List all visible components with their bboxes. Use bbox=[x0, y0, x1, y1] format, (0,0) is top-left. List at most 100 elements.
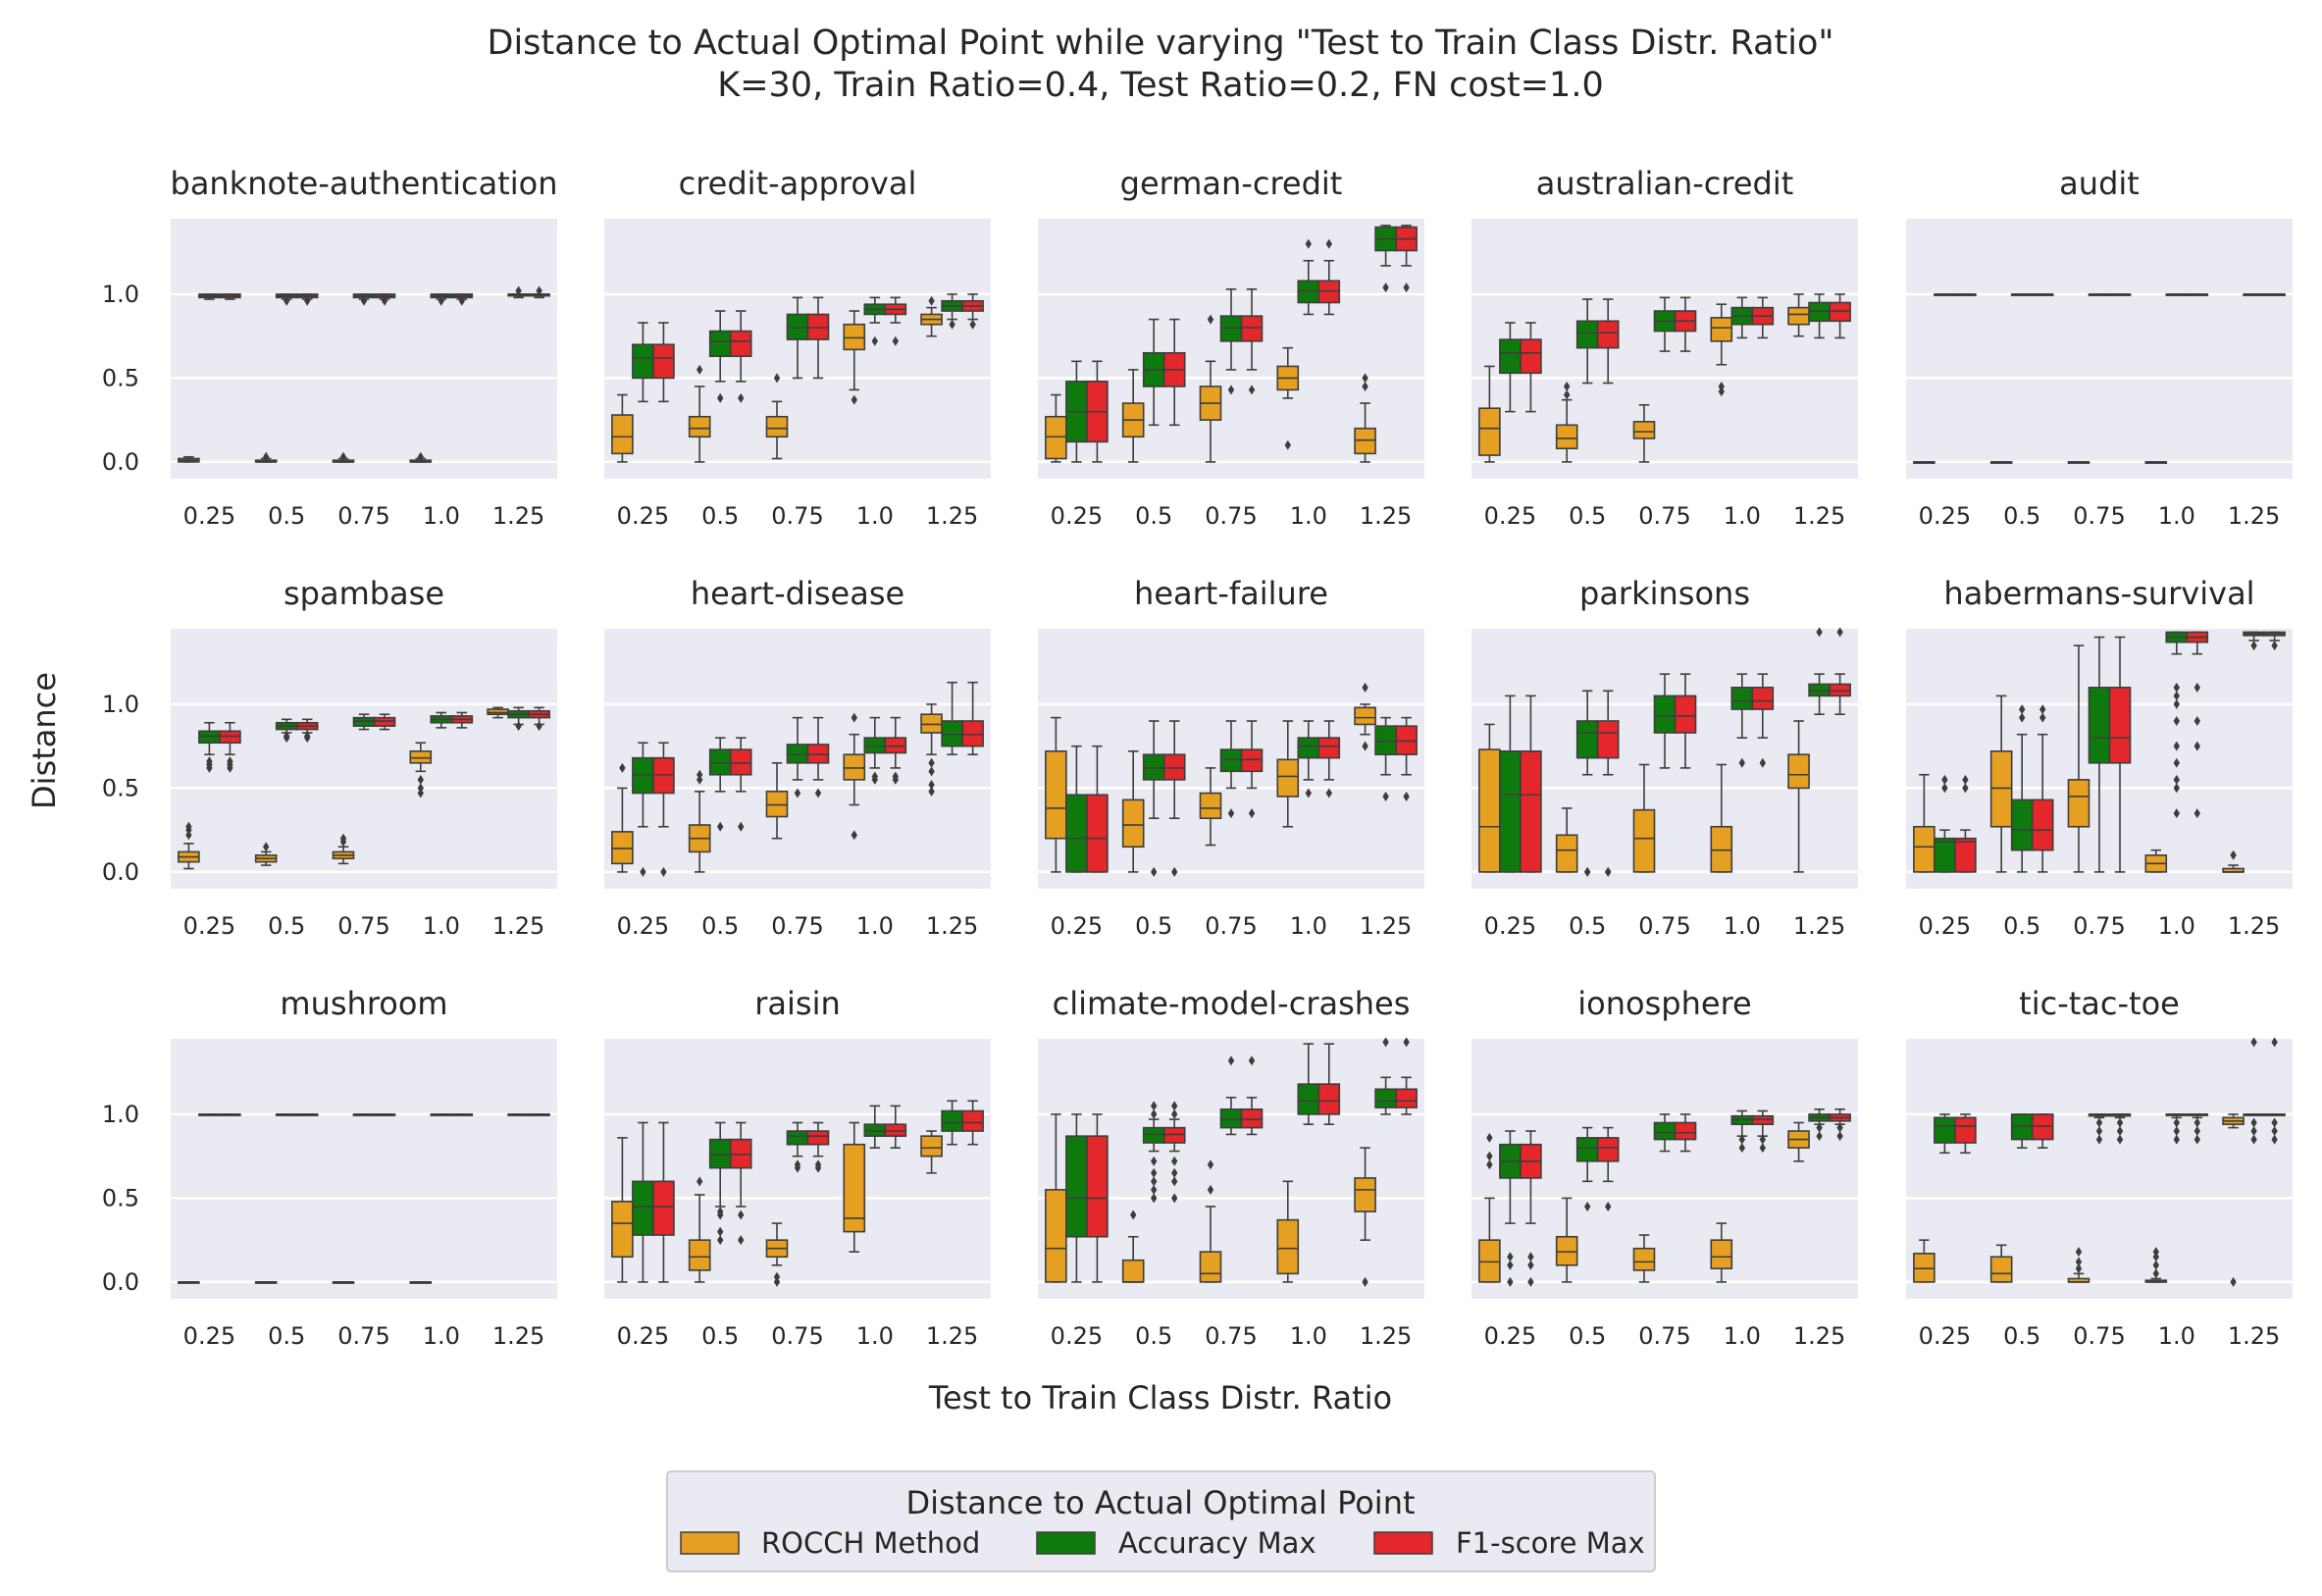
box-f1-score-max bbox=[528, 706, 550, 732]
box-rocch-method bbox=[1989, 695, 2013, 873]
outlier-point bbox=[2075, 1257, 2083, 1267]
outlier-point bbox=[2039, 704, 2046, 715]
outlier-point bbox=[2173, 1134, 2180, 1145]
box-rocch-method bbox=[611, 393, 634, 463]
box-f1-score-max bbox=[1162, 720, 1186, 877]
outlier-point bbox=[515, 721, 522, 732]
panel-grid: banknote-authentication 0.0 0.5 1.0 0.25 0.5 0… bbox=[102, 165, 2293, 1350]
outlier-point bbox=[773, 1276, 781, 1287]
box-body bbox=[1354, 427, 1376, 455]
y-tick-label: 0.5 bbox=[102, 364, 139, 391]
box-body bbox=[1808, 301, 1831, 323]
box-body bbox=[1575, 1137, 1599, 1162]
box-body bbox=[1065, 1135, 1088, 1238]
legend-swatch-accuracy bbox=[1036, 1531, 1096, 1555]
outlier-point bbox=[536, 285, 542, 296]
box-f1-score-max bbox=[1086, 1113, 1109, 1283]
box-body bbox=[1142, 753, 1165, 781]
box-rocch-method bbox=[843, 1121, 866, 1253]
panel-background bbox=[1906, 219, 2293, 479]
panel-german-credit: german-credit 0.25 0.5 0.75 1.0 1.25 bbox=[1038, 165, 1424, 530]
outlier-point bbox=[1227, 1055, 1235, 1066]
outlier-point bbox=[717, 392, 724, 403]
outlier-point bbox=[1759, 1134, 1767, 1145]
box-accuracy-max bbox=[863, 1105, 887, 1149]
outlier-point bbox=[928, 786, 935, 797]
box-body bbox=[1045, 415, 1067, 460]
outlier-point bbox=[1171, 1193, 1178, 1204]
box-body bbox=[1913, 1253, 1935, 1283]
box-body bbox=[843, 1143, 866, 1233]
box-body bbox=[1829, 301, 1851, 323]
outlier-point bbox=[1527, 1260, 1534, 1270]
box-accuracy-max bbox=[2165, 631, 2189, 819]
box-rocch-method bbox=[920, 1130, 943, 1174]
outlier-point bbox=[2019, 712, 2026, 723]
outlier-point bbox=[1527, 1252, 1534, 1262]
panel-spambase: spambase 0.0 0.5 1.0 0.25 0.5 0.75 1.0 1.25 bbox=[102, 575, 557, 940]
outlier-point bbox=[1507, 1252, 1514, 1262]
box-f1-score-max bbox=[2263, 1037, 2286, 1145]
box-f1-score-max bbox=[2186, 631, 2209, 819]
outlier-point bbox=[851, 830, 857, 841]
outlier-point bbox=[1584, 866, 1591, 877]
box-f1-score-max bbox=[652, 742, 675, 877]
x-tick-label: 0.5 bbox=[1135, 502, 1172, 530]
box-body bbox=[729, 748, 752, 776]
box-body bbox=[863, 1123, 887, 1137]
box-body bbox=[1086, 794, 1109, 873]
outlier-point bbox=[871, 335, 878, 346]
panel-heart-failure: heart-failure 0.25 0.5 0.75 1.0 1.25 bbox=[1038, 575, 1424, 940]
box-f1-score-max bbox=[961, 293, 984, 330]
outlier-point bbox=[2271, 1134, 2278, 1145]
box-body bbox=[219, 730, 241, 745]
box-f1-score-max bbox=[2031, 1113, 2054, 1149]
outlier-point bbox=[1382, 283, 1389, 293]
outlier-point bbox=[2173, 691, 2180, 701]
outlier-point bbox=[814, 1159, 822, 1170]
box-accuracy-max bbox=[1499, 695, 1522, 873]
box-f1-score-max bbox=[450, 1113, 474, 1116]
box-body bbox=[1240, 748, 1264, 773]
box-f1-score-max bbox=[1674, 673, 1697, 769]
box-f1-score-max bbox=[806, 716, 830, 798]
box-rocch-method bbox=[1045, 716, 1067, 873]
box-body bbox=[1596, 720, 1620, 759]
x-tick-label: 0.75 bbox=[2073, 1322, 2125, 1350]
outlier-point bbox=[1284, 439, 1291, 450]
outlier-point bbox=[262, 451, 270, 462]
box-accuracy-max bbox=[632, 1121, 654, 1283]
outlier-point bbox=[814, 788, 822, 798]
box-body bbox=[1710, 1239, 1733, 1270]
box-f1-score-max bbox=[1596, 690, 1620, 877]
box-f1-score-max bbox=[2108, 293, 2132, 296]
box-body bbox=[729, 330, 752, 357]
box-f1-score-max bbox=[884, 1105, 907, 1149]
x-tick-label: 0.25 bbox=[1919, 912, 1971, 940]
box-f1-score-max bbox=[2031, 704, 2054, 873]
box-f1-score-max bbox=[1086, 360, 1109, 463]
outlier-point bbox=[696, 1176, 703, 1187]
box-body bbox=[1395, 725, 1418, 756]
box-rocch-method bbox=[843, 712, 866, 841]
box-rocch-method bbox=[1276, 1180, 1300, 1283]
box-f1-score-max bbox=[219, 1113, 241, 1116]
x-tick-label: 0.25 bbox=[1051, 502, 1103, 530]
x-tick-label: 1.0 bbox=[1724, 1322, 1761, 1350]
panel-title: german-credit bbox=[1120, 165, 1343, 202]
outlier-point bbox=[696, 769, 703, 780]
box-f1-score-max bbox=[2186, 293, 2209, 296]
box-body bbox=[1555, 1235, 1578, 1266]
panel-raisin: raisin 0.25 0.5 0.75 1.0 1.25 bbox=[604, 985, 991, 1350]
outlier-point bbox=[738, 821, 745, 832]
outlier-point bbox=[1507, 1276, 1514, 1287]
box-accuracy-max bbox=[708, 310, 732, 403]
box-body bbox=[2067, 779, 2090, 828]
outlier-point bbox=[1171, 1108, 1178, 1119]
x-tick-label: 0.25 bbox=[1051, 912, 1103, 940]
panel-title: heart-failure bbox=[1134, 575, 1328, 612]
x-tick-label: 0.25 bbox=[617, 1322, 669, 1350]
box-f1-score-max bbox=[729, 310, 752, 403]
outlier-point bbox=[1151, 1101, 1158, 1111]
box-body bbox=[1653, 695, 1677, 734]
